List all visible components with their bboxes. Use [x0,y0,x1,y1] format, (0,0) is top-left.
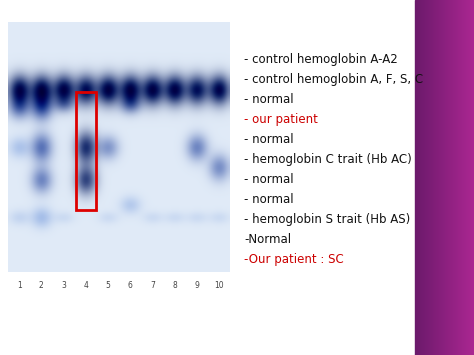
Bar [456,0,457,355]
Bar [445,0,446,355]
Bar [442,0,443,355]
Bar [458,0,459,355]
Bar [430,0,431,355]
Bar [461,0,462,355]
Bar [473,0,474,355]
Bar [462,0,463,355]
Bar [472,0,473,355]
Bar [439,0,440,355]
Bar [423,0,424,355]
Bar [75,92,96,209]
Text: - normal: - normal [244,173,293,186]
Text: - control hemoglobin A, F, S, C: - control hemoglobin A, F, S, C [244,73,423,86]
Bar [466,0,467,355]
Bar [464,0,465,355]
Bar [433,0,434,355]
Bar [420,0,421,355]
Bar [449,0,450,355]
Bar [443,0,444,355]
Bar [438,0,439,355]
Bar [437,0,438,355]
Text: 9: 9 [194,281,199,290]
Text: 6: 6 [128,281,133,290]
Bar [467,0,468,355]
Text: 4: 4 [83,281,88,290]
Bar [452,0,453,355]
Bar [447,0,448,355]
Bar [422,0,423,355]
Bar [471,0,472,355]
Bar [465,0,466,355]
Bar [435,0,436,355]
Bar [415,0,416,355]
Bar [424,0,425,355]
Bar [418,0,419,355]
Bar [431,0,432,355]
Bar [429,0,430,355]
Bar [446,0,447,355]
Bar [425,0,426,355]
Text: - our patient: - our patient [244,113,318,126]
Text: -Normal: -Normal [244,233,291,246]
Text: 2: 2 [39,281,44,290]
Bar [463,0,464,355]
Text: 1: 1 [17,281,21,290]
Text: 10: 10 [214,281,224,290]
Text: - control hemoglobin A-A2: - control hemoglobin A-A2 [244,53,398,66]
Bar [419,0,420,355]
Text: - normal: - normal [244,193,293,206]
Text: - hemoglobin C trait (Hb AC): - hemoglobin C trait (Hb AC) [244,153,412,166]
Bar [469,0,470,355]
Text: - normal: - normal [244,93,293,106]
Bar [457,0,458,355]
Bar [428,0,429,355]
Bar [441,0,442,355]
Text: 7: 7 [150,281,155,290]
Bar [448,0,449,355]
Bar [436,0,437,355]
Bar [444,0,445,355]
Bar [450,0,451,355]
Text: 8: 8 [172,281,177,290]
Bar [432,0,433,355]
Bar [421,0,422,355]
Bar [451,0,452,355]
Text: -Our patient : SC: -Our patient : SC [244,253,344,266]
Bar [440,0,441,355]
Bar [459,0,460,355]
Bar [417,0,418,355]
Bar [434,0,435,355]
Text: - hemoglobin S trait (Hb AS): - hemoglobin S trait (Hb AS) [244,213,410,226]
Bar [454,0,455,355]
Bar [455,0,456,355]
Text: 5: 5 [105,281,110,290]
Bar [426,0,427,355]
Bar [470,0,471,355]
Text: 3: 3 [61,281,66,290]
Text: - normal: - normal [244,133,293,146]
Bar [460,0,461,355]
Bar [453,0,454,355]
Bar [427,0,428,355]
Bar [468,0,469,355]
Bar [416,0,417,355]
